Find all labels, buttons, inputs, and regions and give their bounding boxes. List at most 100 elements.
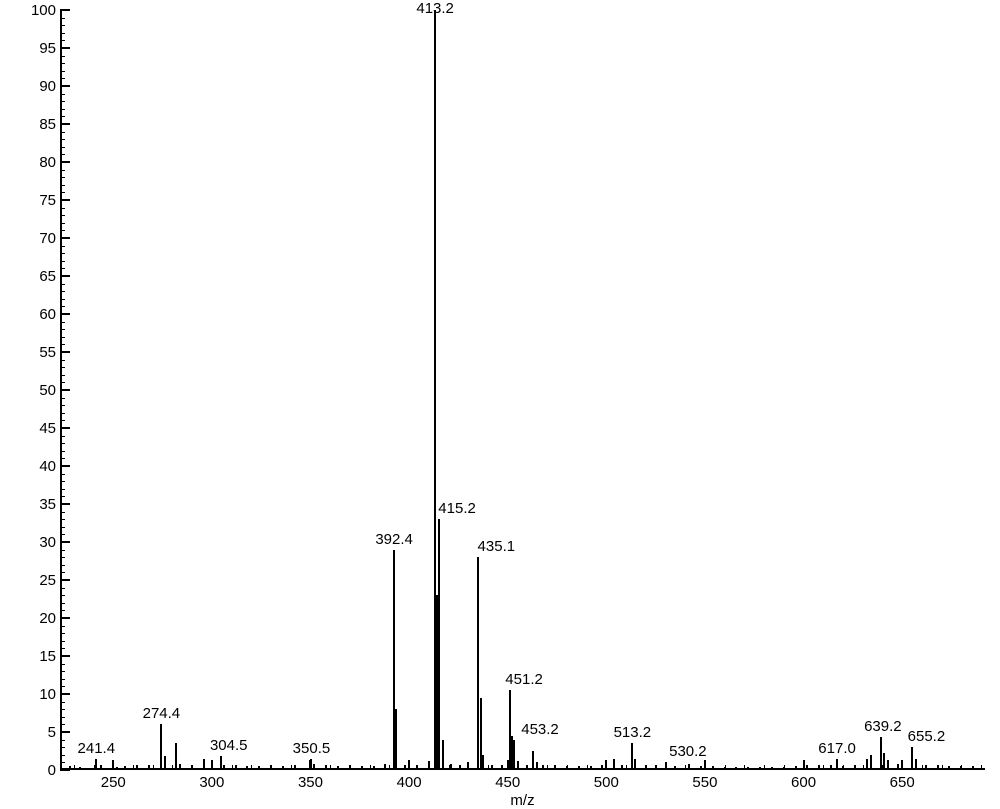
y-minor-tick — [60, 40, 65, 41]
peak — [337, 766, 339, 770]
x-minor-tick — [488, 765, 489, 770]
y-minor-tick — [60, 71, 65, 72]
peak — [100, 765, 102, 770]
y-minor-tick — [60, 626, 65, 627]
y-minor-tick — [60, 519, 65, 520]
x-axis-label: m/z — [510, 792, 534, 809]
y-minor-tick — [60, 588, 65, 589]
peak-label: 453.2 — [521, 721, 559, 738]
x-tick-label: 650 — [890, 774, 915, 791]
y-minor-tick — [60, 78, 65, 79]
y-minor-tick — [60, 344, 65, 345]
peak — [482, 755, 484, 770]
y-tick-label: 75 — [39, 192, 56, 209]
y-minor-tick — [60, 641, 65, 642]
y-minor-tick — [60, 686, 65, 687]
y-minor-tick — [60, 94, 65, 95]
y-minor-tick — [60, 33, 65, 34]
peak-labeled — [880, 737, 882, 770]
y-tick-label: 50 — [39, 382, 56, 399]
peak-label: 639.2 — [864, 718, 902, 735]
peak — [925, 765, 927, 770]
peak — [960, 766, 962, 770]
y-minor-tick — [60, 671, 65, 672]
peak — [235, 765, 237, 770]
y-minor-tick — [60, 246, 65, 247]
x-tick-label: 350 — [298, 774, 323, 791]
peak — [395, 709, 397, 770]
y-tick-label: 95 — [39, 40, 56, 57]
mass-spectrum-chart: m/z 051015202530354045505560657075808590… — [0, 0, 1000, 808]
x-axis — [60, 768, 985, 770]
y-major-tick — [60, 579, 70, 581]
x-major-tick — [803, 760, 805, 770]
y-minor-tick — [60, 116, 65, 117]
y-major-tick — [60, 85, 70, 87]
y-minor-tick — [60, 223, 65, 224]
peak — [532, 751, 534, 770]
x-minor-tick — [981, 765, 982, 770]
peak — [915, 759, 917, 770]
y-minor-tick — [60, 63, 65, 64]
peak — [897, 764, 899, 770]
y-minor-tick — [60, 109, 65, 110]
peak — [554, 765, 556, 770]
x-minor-tick — [863, 765, 864, 770]
peak — [526, 765, 528, 770]
x-minor-tick — [942, 765, 943, 770]
y-minor-tick — [60, 413, 65, 414]
y-minor-tick — [60, 215, 65, 216]
x-minor-tick — [133, 765, 134, 770]
y-major-tick — [60, 161, 70, 163]
y-minor-tick — [60, 139, 65, 140]
peak — [501, 765, 503, 770]
peak — [416, 765, 418, 770]
y-tick-label: 45 — [39, 420, 56, 437]
x-tick-label: 250 — [101, 774, 126, 791]
peak — [491, 765, 493, 770]
y-major-tick — [60, 313, 70, 315]
y-minor-tick — [60, 664, 65, 665]
peak — [655, 765, 657, 770]
y-tick-label: 60 — [39, 306, 56, 323]
peak — [806, 765, 808, 770]
peak-labeled — [220, 756, 222, 770]
peak — [688, 764, 690, 770]
peak — [517, 761, 519, 770]
peak — [712, 766, 714, 770]
y-tick-label: 10 — [39, 686, 56, 703]
peak — [601, 765, 603, 770]
peak — [759, 767, 761, 770]
y-minor-tick — [60, 610, 65, 611]
y-minor-tick — [60, 717, 65, 718]
peak — [442, 740, 444, 770]
y-minor-tick — [60, 550, 65, 551]
peak — [459, 765, 461, 770]
y-major-tick — [60, 541, 70, 543]
peak — [818, 765, 820, 770]
x-minor-tick — [764, 765, 765, 770]
peak-label: 241.4 — [78, 740, 116, 757]
y-minor-tick — [60, 633, 65, 634]
peak — [645, 765, 647, 770]
y-tick-label: 15 — [39, 648, 56, 665]
y-tick-label: 80 — [39, 154, 56, 171]
peak — [700, 766, 702, 770]
x-minor-tick — [547, 765, 548, 770]
y-major-tick — [60, 275, 70, 277]
y-major-tick — [60, 123, 70, 125]
peak — [542, 765, 544, 770]
y-minor-tick — [60, 557, 65, 558]
peak — [842, 766, 844, 770]
y-minor-tick — [60, 329, 65, 330]
y-major-tick — [60, 237, 70, 239]
y-minor-tick — [60, 648, 65, 649]
y-tick-label: 40 — [39, 458, 56, 475]
peak — [883, 753, 885, 770]
y-minor-tick — [60, 527, 65, 528]
y-minor-tick — [60, 740, 65, 741]
y-tick-label: 30 — [39, 534, 56, 551]
peak — [634, 759, 636, 770]
y-minor-tick — [60, 360, 65, 361]
y-minor-tick — [60, 306, 65, 307]
